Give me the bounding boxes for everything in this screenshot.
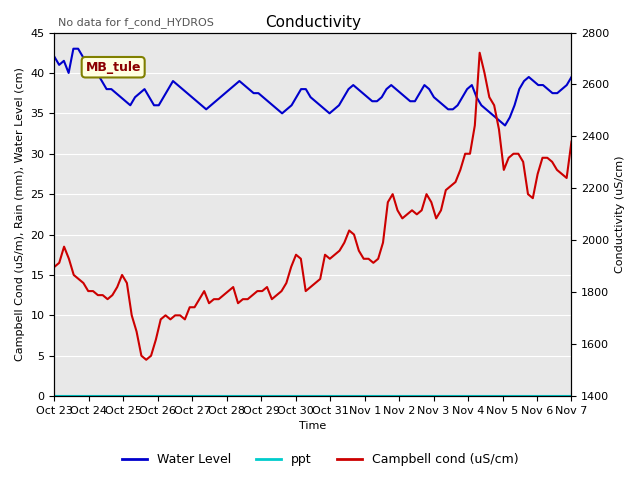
Title: Conductivity: Conductivity: [265, 15, 361, 30]
X-axis label: Time: Time: [300, 421, 326, 432]
Text: No data for f_cond_HYDROS: No data for f_cond_HYDROS: [58, 17, 214, 28]
Y-axis label: Campbell Cond (uS/m), Rain (mm), Water Level (cm): Campbell Cond (uS/m), Rain (mm), Water L…: [15, 67, 25, 361]
Text: MB_tule: MB_tule: [85, 61, 141, 74]
Y-axis label: Conductivity (uS/cm): Conductivity (uS/cm): [615, 156, 625, 273]
Legend: Water Level, ppt, Campbell cond (uS/cm): Water Level, ppt, Campbell cond (uS/cm): [116, 448, 524, 471]
